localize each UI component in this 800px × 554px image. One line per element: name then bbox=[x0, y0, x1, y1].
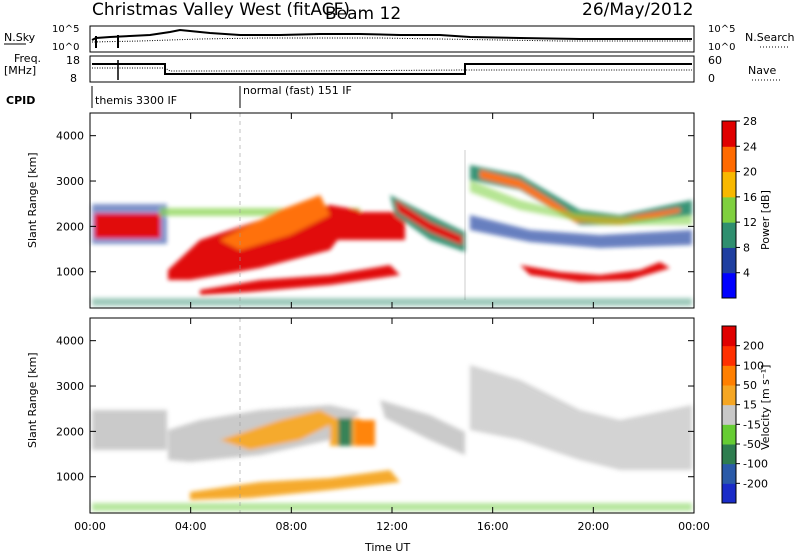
x-tick-label: 12:00 bbox=[376, 520, 408, 533]
colorbar-segment bbox=[722, 385, 736, 406]
colorbar-tick-label: 50 bbox=[743, 379, 757, 392]
nsearch-tick-top: 10^5 bbox=[708, 24, 735, 35]
colorbar-segment bbox=[722, 444, 736, 465]
velocity-colorbar-label: Velocity [m s⁻¹] bbox=[759, 365, 772, 450]
colorbar-segment bbox=[722, 222, 736, 248]
colorbar-tick-label: 200 bbox=[743, 340, 764, 353]
nsky-tick-bottom: 10^0 bbox=[52, 42, 79, 53]
colorbar-frame bbox=[721, 325, 737, 504]
freq-label-line2: [MHz] bbox=[4, 64, 36, 77]
colorbar-segment bbox=[722, 196, 736, 223]
colorbar-tick-label: 16 bbox=[743, 191, 757, 204]
y-tick-label: 3000 bbox=[56, 175, 84, 188]
x-tick-label: 04:00 bbox=[175, 520, 207, 533]
cpid-panel: CPID themis 3300 IF normal (fast) 151 IF bbox=[6, 84, 352, 108]
colorbar-segment bbox=[722, 424, 736, 445]
colorbar-segment bbox=[722, 365, 736, 386]
freq-line bbox=[92, 63, 692, 75]
x-tick-label: 00:00 bbox=[74, 520, 106, 533]
nsearch-tick-bottom: 10^0 bbox=[708, 42, 735, 53]
station-title: Christmas Valley West (fitACF) bbox=[92, 0, 350, 20]
x-tick-label: 16:00 bbox=[477, 520, 509, 533]
nave-tick-bottom: 0 bbox=[708, 72, 715, 85]
power-colorbar-label: Power [dB] bbox=[759, 190, 772, 250]
nsky-line bbox=[91, 28, 692, 41]
y-tick-label: 3000 bbox=[56, 380, 84, 393]
date-title: 26/May/2012 bbox=[582, 0, 694, 20]
colorbar-segment bbox=[722, 404, 736, 425]
colorbar-tick-label: -15 bbox=[743, 418, 761, 431]
colorbar-tick-label: 24 bbox=[743, 140, 757, 153]
colorbar-segment bbox=[722, 345, 736, 366]
colorbar-tick-label: 28 bbox=[743, 115, 757, 128]
colorbar-tick-label: 8 bbox=[743, 241, 750, 254]
cpid-segment-themis: themis 3300 IF bbox=[95, 94, 177, 107]
x-tick-label: 00:00 bbox=[678, 520, 710, 533]
nsky-tick-top: 10^5 bbox=[52, 24, 79, 35]
colorbar-segment bbox=[722, 272, 736, 299]
colorbar-tick-label: -200 bbox=[743, 477, 768, 490]
cpid-segment-normal: normal (fast) 151 IF bbox=[243, 84, 352, 97]
y-tick-label: 4000 bbox=[56, 130, 84, 143]
colorbar-segment bbox=[722, 463, 736, 484]
x-tick-label: 20:00 bbox=[577, 520, 609, 533]
nave-tick-top: 60 bbox=[708, 54, 722, 67]
y-tick-label: 1000 bbox=[56, 471, 84, 484]
colorbar-tick-label: 100 bbox=[743, 359, 764, 372]
cpid-label: CPID bbox=[6, 94, 35, 107]
velocity-xlabel: Time UT bbox=[364, 541, 410, 554]
colorbar-tick-label: 4 bbox=[743, 267, 750, 280]
colorbar-segment bbox=[722, 146, 736, 173]
beam-title: Beam 12 bbox=[325, 4, 401, 24]
nave-label: Nave bbox=[748, 64, 776, 77]
nsky-label: N.Sky bbox=[4, 31, 36, 44]
y-tick-label: 2000 bbox=[56, 220, 84, 233]
y-tick-label: 2000 bbox=[56, 425, 84, 438]
nave-line bbox=[92, 67, 692, 72]
power-panel bbox=[89, 112, 695, 309]
colorbar-tick-label: 15 bbox=[743, 399, 757, 412]
freq-tick-bottom: 8 bbox=[70, 72, 77, 85]
nsearch-line bbox=[91, 37, 692, 43]
colorbar-tick-label: 12 bbox=[743, 216, 757, 229]
colorbars: 4 8 12 16 20 24 28 200 100 50 15 -15 -50 -100 -200 bbox=[721, 115, 768, 504]
freq-tick-top: 18 bbox=[66, 54, 80, 67]
nsky-panel: N.Sky 10^5 10^0 10^5 10^0 N.Search bbox=[4, 24, 795, 53]
velocity-ylabel: Slant Range [km] bbox=[26, 352, 39, 448]
colorbar-segment bbox=[722, 483, 736, 504]
colorbar-segment bbox=[722, 247, 736, 274]
colorbar-segment bbox=[722, 326, 736, 347]
colorbar-tick-label: -50 bbox=[743, 438, 761, 451]
colorbar-tick-label: 20 bbox=[743, 166, 757, 179]
freq-panel: Freq. [MHz] 18 8 60 0 Nave bbox=[4, 52, 780, 85]
power-ylabel: Slant Range [km] bbox=[26, 152, 39, 248]
axis-ticks: 1000 2000 3000 4000 1000 2000 3000 4000 00:00 04:… bbox=[56, 113, 710, 533]
colorbar-tick-label: -100 bbox=[743, 458, 768, 471]
freq-label-line1: Freq. bbox=[14, 52, 41, 65]
y-tick-label: 1000 bbox=[56, 266, 84, 279]
colorbar-segment bbox=[722, 171, 736, 198]
colorbar-frame bbox=[721, 120, 737, 299]
velocity-panel bbox=[89, 317, 695, 514]
y-tick-label: 4000 bbox=[56, 335, 84, 348]
nsearch-label: N.Search bbox=[745, 31, 795, 44]
colorbar-segment bbox=[722, 121, 736, 147]
x-tick-label: 08:00 bbox=[275, 520, 307, 533]
